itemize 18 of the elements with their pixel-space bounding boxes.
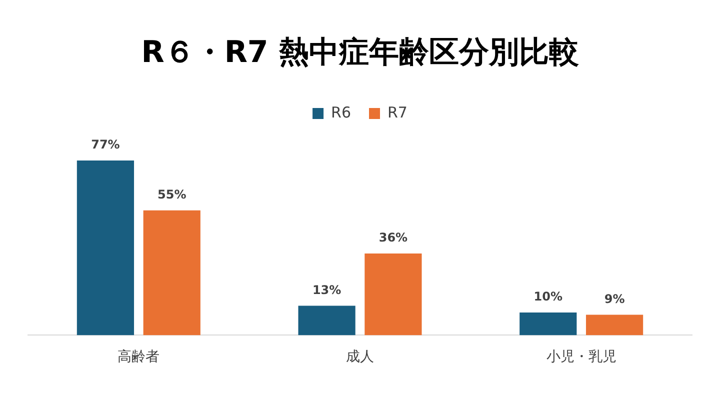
data-label: 9% <box>604 292 625 306</box>
bar <box>298 306 356 336</box>
bar <box>520 312 577 336</box>
legend-label: R6 <box>331 103 352 122</box>
x-tick-label: 高齢者 <box>118 349 160 366</box>
data-label: 77% <box>91 138 120 152</box>
bar <box>586 314 644 336</box>
data-label: 36% <box>378 230 408 245</box>
data-label: 55% <box>158 188 186 202</box>
bar <box>76 160 134 336</box>
chart-title: R６・R7 熱中症年齢区分別比較 <box>141 34 579 70</box>
legend-label: R7 <box>388 103 408 122</box>
x-tick-label: 成人 <box>346 349 374 366</box>
data-label: 13% <box>312 282 342 297</box>
bar <box>143 210 200 336</box>
x-tick-label: 小児・乳児 <box>546 349 616 366</box>
data-label: 10% <box>534 290 562 304</box>
bar <box>364 254 422 336</box>
